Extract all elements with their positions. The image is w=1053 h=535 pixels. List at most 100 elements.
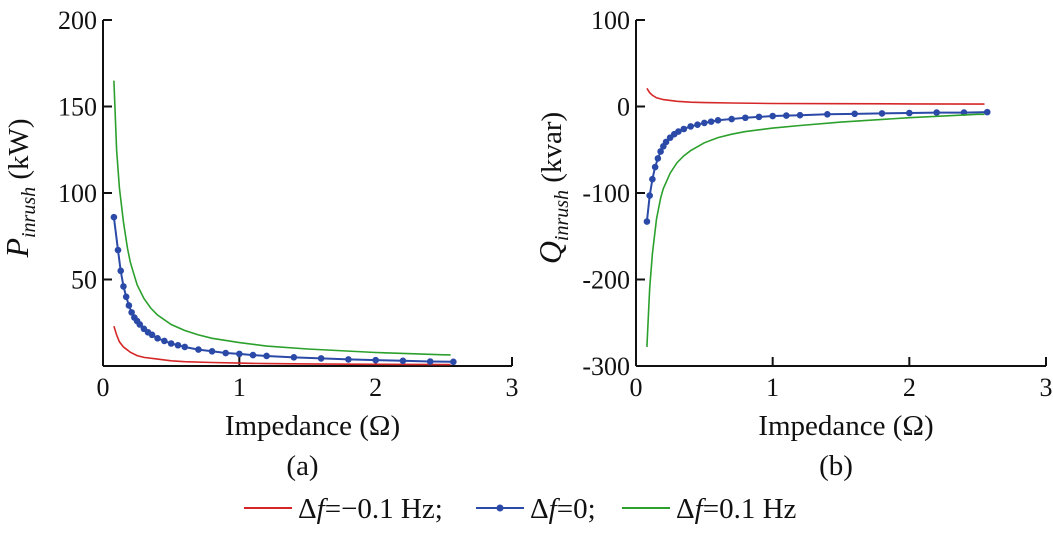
- panel-a-xtick-label: 2: [369, 373, 382, 402]
- panel-a-series-zero-point: [345, 356, 352, 363]
- panel-a-series-zero-point: [236, 350, 243, 358]
- panel-b-chart: 0 1 2 3 100 0 -100 -200 -300 Impedance (Ω) (b) Qinr…: [532, 6, 1053, 482]
- legend-value: =−0.1 Hz;: [325, 493, 443, 525]
- legend-label-neg: Δf=−0.1 Hz;: [298, 493, 443, 525]
- panel-a-series-zero-point: [120, 283, 127, 290]
- panel-a-xtick-label: 1: [233, 373, 246, 402]
- panel-a-xtick-label: 3: [506, 373, 519, 402]
- legend-item-neg: Δf=−0.1 Hz;: [244, 493, 443, 525]
- panel-a-series-zero-point: [161, 337, 168, 345]
- panel-a-series-zero-point: [399, 357, 407, 365]
- panel-a-ytick-label: 100: [58, 179, 97, 208]
- panel-b-xtick-label: 1: [766, 373, 779, 402]
- panel-b-series-zero-point: [851, 110, 858, 118]
- legend-delta: Δ: [298, 493, 317, 525]
- panel-a-series-zero-point: [154, 335, 161, 342]
- panel-b-series-zero-point: [643, 218, 651, 225]
- panel-a-series-zero-point: [450, 358, 457, 366]
- panel-b-series-zero-point: [649, 175, 656, 183]
- panel-b-series-neg-line: [646, 87, 985, 105]
- panel-b-ytick-label: -200: [582, 266, 630, 295]
- panel-b-series-zero-point: [654, 155, 662, 162]
- panel-a-series-zero-point: [222, 349, 229, 357]
- panel-b-series-zero-point: [742, 114, 749, 122]
- panel-a-ylabel-subscript: inrush: [18, 187, 40, 238]
- panel-a-series-zero-point: [263, 352, 270, 360]
- panel-b-xtick-label: 3: [1040, 373, 1053, 402]
- panel-b-series-pos-line: [646, 113, 985, 348]
- panel-a-series-zero-point: [426, 358, 434, 365]
- panel-a-series-zero-point: [125, 302, 133, 309]
- panel-a-panel-label: (a): [286, 450, 318, 482]
- panel-b-panel-label: (b): [819, 450, 853, 482]
- panel-b-series-zero-line: [645, 111, 988, 222]
- panel-a-ytick-label: 150: [58, 93, 97, 122]
- panel-a-chart: 0 1 2 3 50 100 150 200 Impedance (Ω) (a) Pinrush (…: [0, 6, 519, 482]
- panel-b-series-zero-point: [646, 192, 653, 199]
- panel-b-series-zero-point: [755, 113, 763, 121]
- panel-a-series-zero-point: [208, 347, 216, 355]
- panel-a-ylabel-unit: (kW): [3, 118, 35, 186]
- panel-b-series-zero-point: [796, 111, 804, 119]
- panel-b-series-zero-point: [657, 148, 664, 155]
- panel-a-series-zero-point: [136, 321, 144, 328]
- panel-b-xtick-label: 2: [903, 373, 916, 402]
- panel-b-series-zero-point: [983, 108, 991, 116]
- panel-a-ytick-label: 50: [71, 266, 97, 295]
- legend-label-pos: Δf=0.1 Hz: [676, 493, 797, 525]
- panel-b-series-zero-point: [714, 117, 722, 124]
- panel-a-xtick-label: 0: [97, 373, 110, 402]
- panel-b-xlabel: Impedance (Ω): [758, 410, 933, 442]
- panel-b-series-zero-point: [662, 138, 670, 146]
- panel-b-series-zero-point: [651, 163, 659, 171]
- panel-a-ytick-label: 200: [58, 6, 97, 35]
- panel-b-series-zero-point: [675, 128, 682, 135]
- panel-b-series-zero-point: [694, 121, 701, 128]
- panel-b-series-zero-point: [680, 125, 688, 133]
- panel-a-ylabel: Pinrush (kW): [0, 118, 40, 258]
- legend-delta: Δ: [530, 493, 549, 525]
- panel-b-ylabel-subscript: inrush: [551, 190, 573, 241]
- panel-b-series-zero-point: [701, 119, 708, 127]
- panel-a-series-zero-point: [174, 341, 182, 349]
- panel-a-series-zero-point: [128, 309, 135, 316]
- panel-a-ylabel-symbol: P: [0, 238, 35, 259]
- panel-a-series-zero-point: [122, 293, 130, 301]
- panel-b-xtick-label: 0: [630, 373, 643, 402]
- legend: Δf=−0.1 Hz; Δf=0; Δf=0.1 Hz: [244, 493, 797, 525]
- legend-label-zero: Δf=0;: [530, 493, 596, 525]
- panel-a-series-neg-line: [113, 325, 451, 366]
- panel-b-series-zero-point: [707, 118, 715, 125]
- panel-a-series-pos-line: [113, 80, 451, 356]
- panel-a-series-zero-point: [372, 356, 379, 364]
- panel-b-series-zero-point: [933, 109, 940, 116]
- panel-b-ytick-label: -300: [582, 352, 630, 381]
- legend-value: =0;: [557, 493, 596, 525]
- panel-a-series-zero-point: [110, 213, 118, 221]
- panel-b-series-zero-point: [824, 110, 831, 118]
- legend-marker-zero: [496, 504, 504, 512]
- panel-a-series-zero-point: [249, 351, 257, 359]
- panel-b-series-zero-point: [687, 123, 694, 130]
- panel-a-series-zero-point: [148, 331, 156, 339]
- panel-b-series-zero-point: [728, 115, 735, 123]
- panel-a-series-zero-point: [181, 343, 189, 351]
- panel-a-series-zero-point: [195, 346, 202, 353]
- legend-item-zero: Δf=0;: [476, 493, 596, 525]
- panel-b-ylabel: Qinrush (kvar): [532, 112, 573, 264]
- panel-a-xlabel: Impedance (Ω): [225, 410, 400, 442]
- legend-item-pos: Δf=0.1 Hz: [622, 493, 797, 525]
- panel-a-series-zero-point: [317, 355, 325, 362]
- panel-b-series-zero-point: [878, 110, 886, 117]
- panel-b-series-zero-point: [906, 109, 913, 117]
- panel-b-ylabel-unit: (kvar): [536, 112, 568, 190]
- panel-b-ytick-label: 0: [617, 93, 630, 122]
- legend-value: =0.1 Hz: [703, 493, 797, 525]
- legend-delta: Δ: [676, 493, 695, 525]
- panel-a-series-zero-point: [290, 354, 298, 361]
- panel-a-series-zero-point: [117, 267, 125, 275]
- panel-b-ylabel-symbol: Q: [532, 241, 568, 264]
- panel-b-ytick-label: 100: [591, 6, 630, 35]
- panel-a-series-zero-point: [167, 340, 175, 347]
